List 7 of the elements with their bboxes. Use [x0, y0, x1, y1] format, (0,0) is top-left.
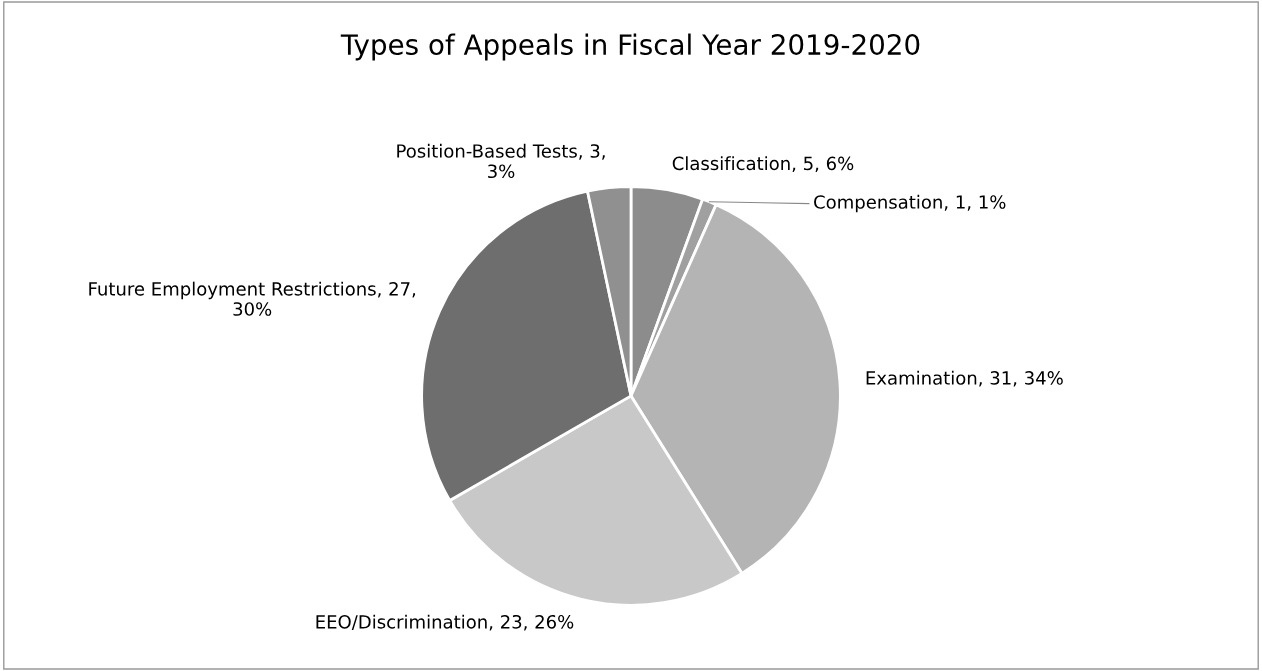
slice-label: Examination, 31, 34%	[866, 370, 1063, 387]
slice-label: Position-Based Tests, 3, 3%	[397, 143, 605, 179]
chart-title: Types of Appeals in Fiscal Year 2019-2020	[340, 33, 920, 61]
slice-label: Compensation, 1, 1%	[814, 194, 1006, 213]
slice-label: Classification, 5, 6%	[672, 156, 854, 173]
slice-label: Future Employment Restrictions, 27, 30%	[89, 281, 416, 316]
slice-label: EEO/Discrimination, 23, 26%	[316, 614, 574, 631]
